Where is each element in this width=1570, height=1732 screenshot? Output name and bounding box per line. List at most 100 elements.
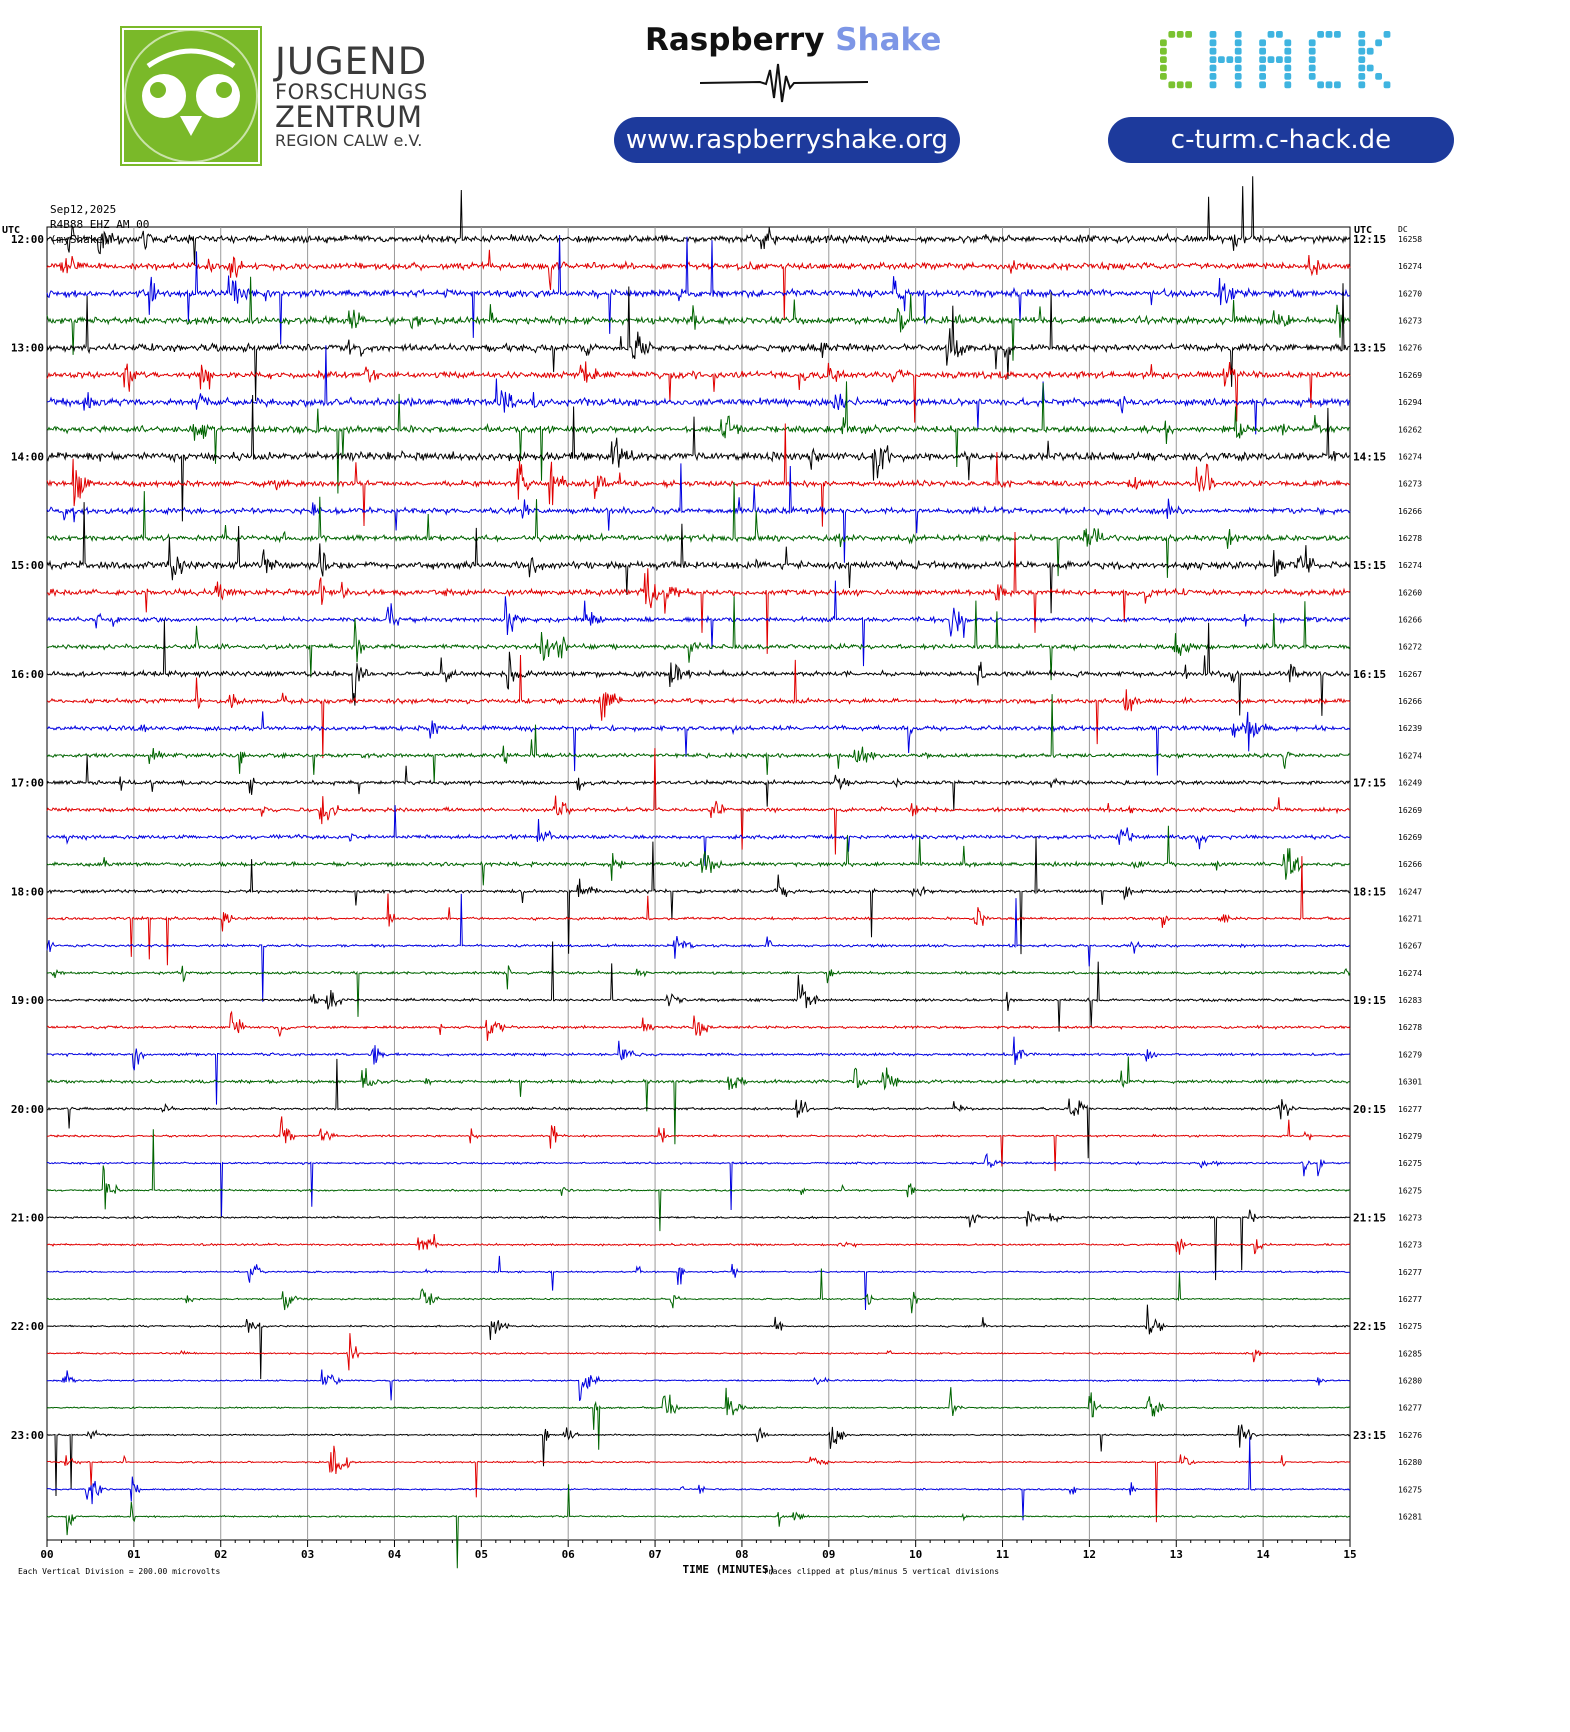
dc-offset-label: 16269 (1398, 833, 1422, 842)
chack-logo-pixel (1218, 56, 1225, 63)
dc-offset-label: 16266 (1398, 616, 1422, 625)
chack-logo-pixel (1259, 47, 1266, 55)
chack-logo-pixel (1176, 81, 1184, 89)
chack-logo-pixel (1284, 73, 1292, 80)
chack-logo-pixel (1160, 39, 1167, 47)
seismic-trace (46, 1129, 1351, 1232)
seismic-trace (46, 463, 1351, 563)
x-tick-label: 11 (996, 1548, 1010, 1561)
right-hour-label: 15:15 (1353, 559, 1386, 572)
x-tick-label: 13 (1170, 1548, 1183, 1561)
dc-offset-label: 16262 (1398, 425, 1422, 434)
chack-logo-pixel (1168, 31, 1176, 38)
dc-offset-label: 16258 (1398, 235, 1422, 244)
dc-offset-label: 16266 (1398, 697, 1422, 706)
dc-offset-label: 16275 (1398, 1186, 1422, 1195)
chack-logo-pixel (1375, 73, 1382, 80)
x-tick-label: 14 (1257, 1548, 1271, 1561)
dc-offset-label: 16274 (1398, 452, 1422, 461)
dc-offset-label: 16269 (1398, 371, 1422, 380)
dc-offset-label: 16278 (1398, 534, 1422, 543)
dc-offset-label: 16277 (1398, 1268, 1422, 1277)
seismic-trace (46, 856, 1351, 966)
dc-offset-label: 16260 (1398, 588, 1422, 597)
seismic-trace (46, 482, 1351, 578)
chack-logo-pixel (1209, 81, 1217, 89)
seismic-trace (47, 1445, 1351, 1523)
chack-logo-pixel (1234, 56, 1242, 63)
seismic-wave-icon (700, 63, 868, 103)
chack-logo-pixel (1267, 56, 1275, 63)
dc-offset-label: 16285 (1398, 1349, 1422, 1358)
right-hour-label: 16:15 (1353, 668, 1386, 681)
dc-offset-label: 16280 (1398, 1377, 1422, 1386)
seismic-trace (46, 502, 1351, 614)
chack-url-link[interactable]: c-turm.c-hack.de (1108, 117, 1454, 163)
left-hour-label: 23:00 (11, 1429, 44, 1442)
chack-logo-pixel (1209, 39, 1217, 47)
dc-offset-label: 16273 (1398, 317, 1422, 326)
chack-logo-pixel (1308, 73, 1316, 80)
network-name: (myShake) (50, 233, 110, 246)
seismic-trace (46, 1387, 1351, 1450)
dc-offset-label: 16239 (1398, 724, 1422, 733)
chack-logo-pixel (1284, 39, 1292, 47)
chack-logo-pixel (1234, 47, 1242, 55)
seismic-trace (46, 1484, 1351, 1569)
seismic-trace (46, 580, 1351, 667)
chack-logo-pixel (1209, 56, 1217, 63)
dc-offset-label: 16276 (1398, 344, 1422, 353)
seismic-trace (46, 941, 1351, 1032)
chack-logo-pixel (1267, 31, 1275, 38)
chack-logo-pixel (1334, 31, 1341, 38)
record-date: Sep12,2025 (50, 203, 117, 216)
plot-frame (46, 226, 1351, 1541)
chack-logo-pixel (1308, 39, 1316, 47)
x-tick-label: 08 (735, 1548, 748, 1561)
dc-offset-label: 16279 (1398, 1050, 1422, 1059)
chack-logo-pixel (1259, 39, 1266, 47)
seismic-trace (46, 1304, 1351, 1380)
left-utc-label: UTC (2, 225, 20, 236)
x-tick-label: 06 (562, 1548, 576, 1561)
chack-logo-pixel (1358, 64, 1366, 72)
right-hour-label: 12:15 (1353, 233, 1386, 246)
left-hour-label: 18:00 (11, 885, 44, 898)
seismic-trace (46, 805, 1351, 866)
jfz-name-line3: ZENTRUM (275, 100, 423, 134)
dc-offset-label: 16269 (1398, 806, 1422, 815)
dc-offset-label: 16274 (1398, 751, 1422, 760)
chack-logo-pixel (1284, 56, 1292, 63)
chack-logo-pixel (1358, 73, 1366, 80)
chack-logo-pixel (1308, 47, 1316, 55)
left-hour-label: 12:00 (11, 233, 44, 246)
chack-logo-pixel (1234, 31, 1242, 38)
left-hour-label: 17:00 (11, 777, 44, 790)
chack-logo-pixel (1334, 81, 1341, 89)
dc-offset-label: 16294 (1398, 398, 1422, 407)
chack-logo-pixel (1259, 81, 1266, 89)
chack-logo-pixel (1383, 31, 1391, 38)
raspberry-word: Raspberry (645, 22, 825, 58)
chack-logo-pixel (1259, 56, 1266, 63)
chack-logo-pixel (1176, 31, 1184, 38)
raspberry-shake-url-link[interactable]: www.raspberryshake.org (614, 117, 960, 163)
chack-logo-pixel (1234, 81, 1242, 89)
right-hour-label: 19:15 (1353, 994, 1386, 1007)
right-utc-label: UTC (1354, 225, 1372, 236)
chack-logo-pixel (1358, 39, 1366, 47)
station-code: R4B88 EHZ AM 00 (50, 218, 150, 231)
chack-logo-pixel (1234, 73, 1242, 80)
x-tick-label: 15 (1343, 1548, 1356, 1561)
chack-logo-pixel (1284, 81, 1292, 89)
seismic-trace (46, 1056, 1351, 1145)
dc-offset-label: 16275 (1398, 1159, 1422, 1168)
chack-logo-pixel (1358, 47, 1366, 55)
seismic-trace (46, 748, 1351, 855)
chack-logo-pixel (1226, 56, 1234, 63)
chack-logo-pixel (1209, 64, 1217, 72)
chack-logo-pixel (1209, 47, 1217, 55)
chack-logo-pixel (1259, 64, 1266, 72)
left-hour-label: 19:00 (11, 994, 44, 1007)
dc-offset-label: 16273 (1398, 480, 1422, 489)
